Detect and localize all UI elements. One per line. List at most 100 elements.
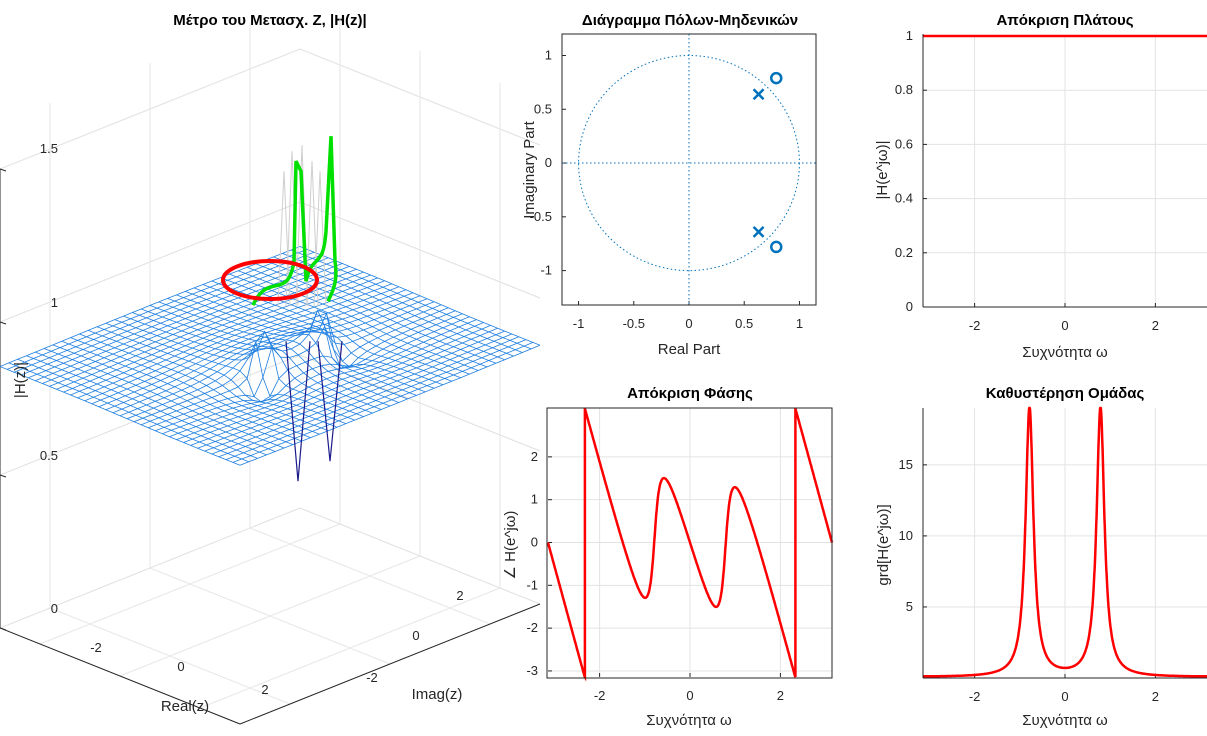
mesh-line (114, 319, 355, 421)
x-tick: 2 (1152, 689, 1159, 704)
floor-gridline (249, 527, 491, 625)
spike-line (285, 151, 299, 307)
surface-spikes (251, 136, 343, 482)
polezero-frame (561, 33, 817, 306)
mesh-line (183, 322, 484, 443)
groupdelay-xlabel: Συχνότητα ω (1022, 712, 1108, 729)
mesh-line (232, 342, 534, 463)
mesh-line (282, 253, 523, 353)
y-axis-line (239, 603, 541, 725)
pole-marker (752, 225, 765, 238)
surface-zlabel: |H(z)| (12, 362, 29, 398)
pole-stroke (752, 88, 765, 101)
groupdelay-panel: Καθυστέρηση Ομάδας -2 0 2 15 10 5 Συχνότητα ω… (875, 385, 1207, 729)
mesh-line (204, 330, 505, 452)
z-tick: 1.5 (40, 141, 58, 156)
y-tick: 1 (906, 28, 913, 43)
mesh-line (202, 284, 444, 386)
mesh-line (193, 287, 435, 389)
dip-line (317, 341, 343, 462)
mesh-line (239, 344, 541, 466)
phase-title: Απόκριση Φάσης (627, 385, 753, 402)
y-tick: 10 (899, 528, 913, 543)
mesh-line (218, 336, 519, 458)
mesh-line (229, 273, 470, 375)
mesh-line (148, 307, 449, 429)
mesh-line (176, 319, 477, 440)
x-tick: 2 (777, 688, 784, 703)
x-axis-line (0, 627, 241, 725)
mesh-line (211, 333, 512, 455)
groupdelay-ylabel: grd[H(e^jω)] (875, 504, 892, 585)
z-tick-mark (0, 168, 7, 172)
mesh-line (291, 249, 532, 350)
polezero-ticks: -1 -0.5 0 0.5 1 1 0.5 0 -0.5 -1 (530, 48, 803, 331)
z-tick-mark (0, 321, 7, 325)
mesh-line (185, 291, 426, 393)
mesh-line (190, 325, 491, 446)
x-tick: 0 (685, 316, 692, 331)
x-tick: 1 (796, 316, 803, 331)
z-tick-mark (0, 474, 7, 478)
polezero-marks (752, 71, 783, 254)
groupdelay-curve (923, 406, 1207, 678)
x-tick: -2 (969, 318, 981, 333)
z-tick: 1 (51, 295, 58, 310)
phase-xlabel: Συχνότητα ω (646, 712, 732, 729)
x-tick: 2 (261, 682, 268, 697)
y-tick: -3 (526, 663, 538, 678)
zero-marker (769, 240, 783, 254)
phase-panel: Απόκριση Φάσης -2 0 2 2 1 0 -1 -2 -3 Συχνότητα ω… (502, 385, 834, 729)
x-tick: -2 (594, 688, 606, 703)
surface-xlabel: Real(z) (161, 698, 209, 715)
y-tick: 0 (531, 535, 538, 550)
y-tick: 0.5 (534, 101, 552, 116)
mesh-line (169, 316, 470, 438)
mesh-line (299, 246, 541, 346)
pole-marker (752, 88, 765, 101)
z-tick: 0.5 (40, 448, 58, 463)
y-tick: 0 (906, 299, 913, 314)
y-tick: -2 (366, 670, 378, 685)
z-tick: 0 (51, 601, 58, 616)
y-tick: 5 (906, 599, 913, 614)
y-tick: 0.6 (895, 136, 913, 151)
mesh-line (133, 301, 435, 423)
phase-curve (546, 408, 834, 682)
unit-circle-ring (221, 259, 319, 301)
y-tick: -0.5 (530, 209, 552, 224)
groupdelay-title: Καθυστέρηση Ομάδας (986, 385, 1145, 402)
y-tick: 0.8 (895, 82, 913, 97)
x-tick: -2 (90, 640, 102, 655)
mesh-line (155, 310, 456, 432)
x-tick: -2 (969, 689, 981, 704)
mesh-line (126, 298, 428, 420)
magnitude-xlabel: Συχνότητα ω (1022, 344, 1108, 361)
back-wall-gridline (0, 354, 541, 476)
x-tick: 0.5 (735, 316, 753, 331)
mesh-line (225, 339, 527, 460)
mesh-line (119, 295, 421, 417)
y-tick: -2 (526, 620, 538, 635)
surface-box (0, 19, 541, 725)
back-wall-gridline (0, 507, 541, 629)
mesh-line (162, 313, 463, 435)
groupdelay-grid: -2 0 2 15 10 5 (899, 408, 1207, 704)
phase-ylabel: ∠ H(e^jω) (502, 511, 519, 580)
x-tick: -1 (573, 316, 585, 331)
x-tick: 0 (1061, 689, 1068, 704)
x-tick: 0 (686, 688, 693, 703)
y-tick: 2 (531, 449, 538, 464)
y-tick: 1 (545, 48, 552, 63)
mesh-line (141, 304, 442, 426)
y-tick: 0.4 (895, 191, 913, 206)
y-tick: 0 (412, 628, 419, 643)
polezero-panel: Διάγραμμα Πόλων-Μηδενικών -1 -0.5 0 0.5 1 1 0.… (521, 12, 817, 358)
y-tick: 0 (545, 155, 552, 170)
surface-title: Μέτρο του Μετασχ. Z, |H(z)| (173, 12, 366, 29)
surface-mesh (0, 246, 541, 466)
polezero-xlabel: Real Part (658, 341, 721, 358)
y-tick: 1 (531, 492, 538, 507)
mesh-line (255, 263, 497, 364)
